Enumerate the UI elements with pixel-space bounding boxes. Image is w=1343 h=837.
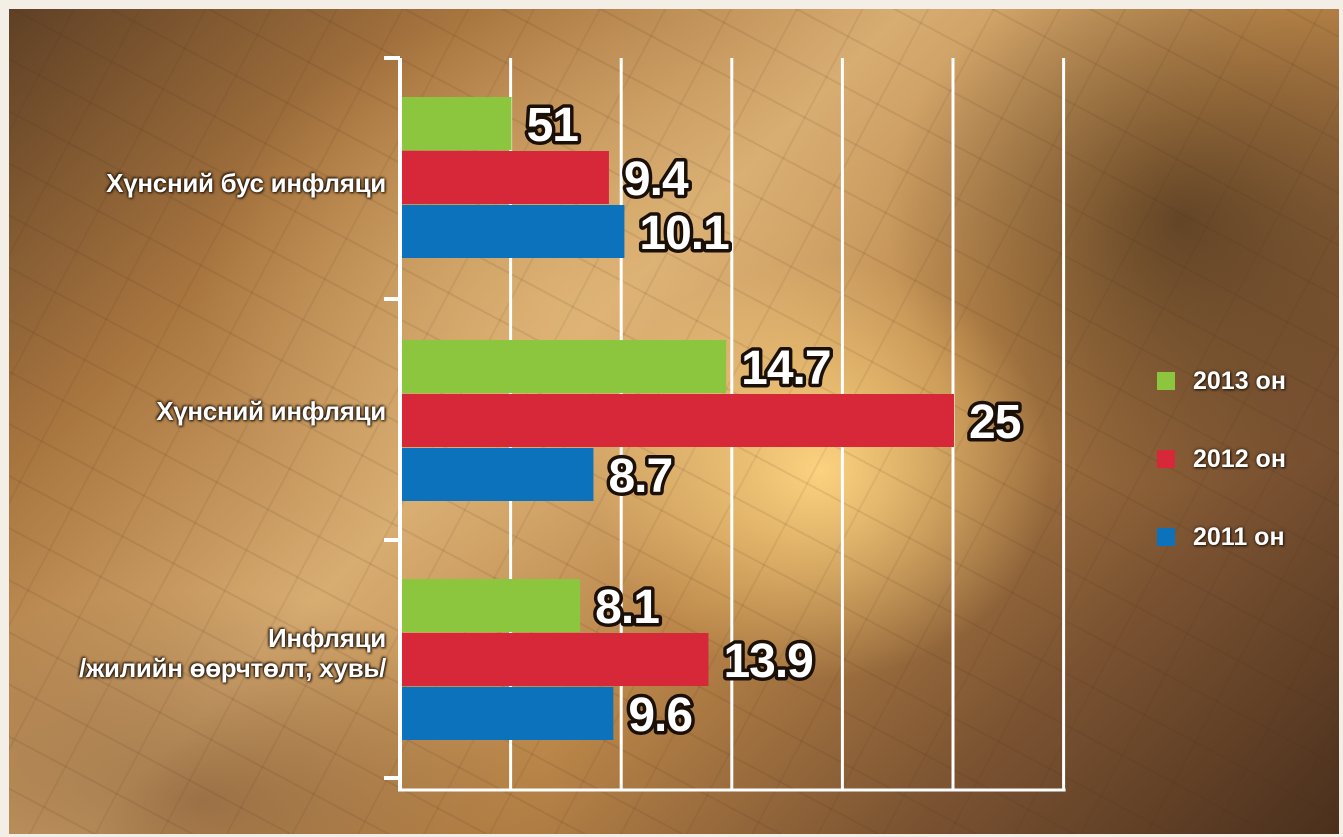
legend-label: 2012 он: [1193, 444, 1286, 473]
bar-2011-он-0: [401, 205, 625, 258]
category-label: Хүнсний бус инфляци: [106, 168, 386, 198]
bar-2012-он-2: [401, 633, 709, 686]
data-label: 14.7: [741, 342, 830, 395]
bar-2013-он-2: [401, 579, 581, 632]
legend-swatch: [1157, 450, 1175, 468]
data-label: 13.9: [723, 635, 812, 688]
data-label: 9.6: [628, 689, 692, 742]
bar-2011-он-1: [401, 448, 594, 501]
bar-2011-он-2: [401, 687, 614, 740]
legend-swatch: [1157, 372, 1175, 390]
bar-2012-он-0: [401, 151, 609, 204]
legend-swatch: [1157, 528, 1175, 546]
data-label: 10.1: [639, 207, 729, 260]
bar-2012-он-1: [401, 394, 954, 447]
data-label: 51: [527, 99, 579, 152]
legend-label: 2013 он: [1193, 366, 1286, 395]
data-label: 8.7: [608, 450, 672, 503]
data-label: 25: [969, 396, 1021, 449]
data-label: 9.4: [624, 153, 689, 206]
bar-2013-он-1: [401, 340, 727, 393]
legend-label: 2011 он: [1193, 522, 1285, 551]
legend-item: 2011 он: [1157, 522, 1286, 551]
category-label: Хүнсний инфляци: [156, 396, 386, 426]
category-label: Инфляци /жилийн өөрчтөлт, хувь/: [78, 623, 386, 683]
legend-item: 2013 он: [1157, 366, 1286, 395]
bar-2013-он-0: [401, 97, 512, 150]
legend: 2013 он 2012 он 2011 он: [1157, 366, 1286, 602]
data-label: 8.1: [595, 581, 659, 634]
legend-item: 2012 он: [1157, 444, 1286, 473]
